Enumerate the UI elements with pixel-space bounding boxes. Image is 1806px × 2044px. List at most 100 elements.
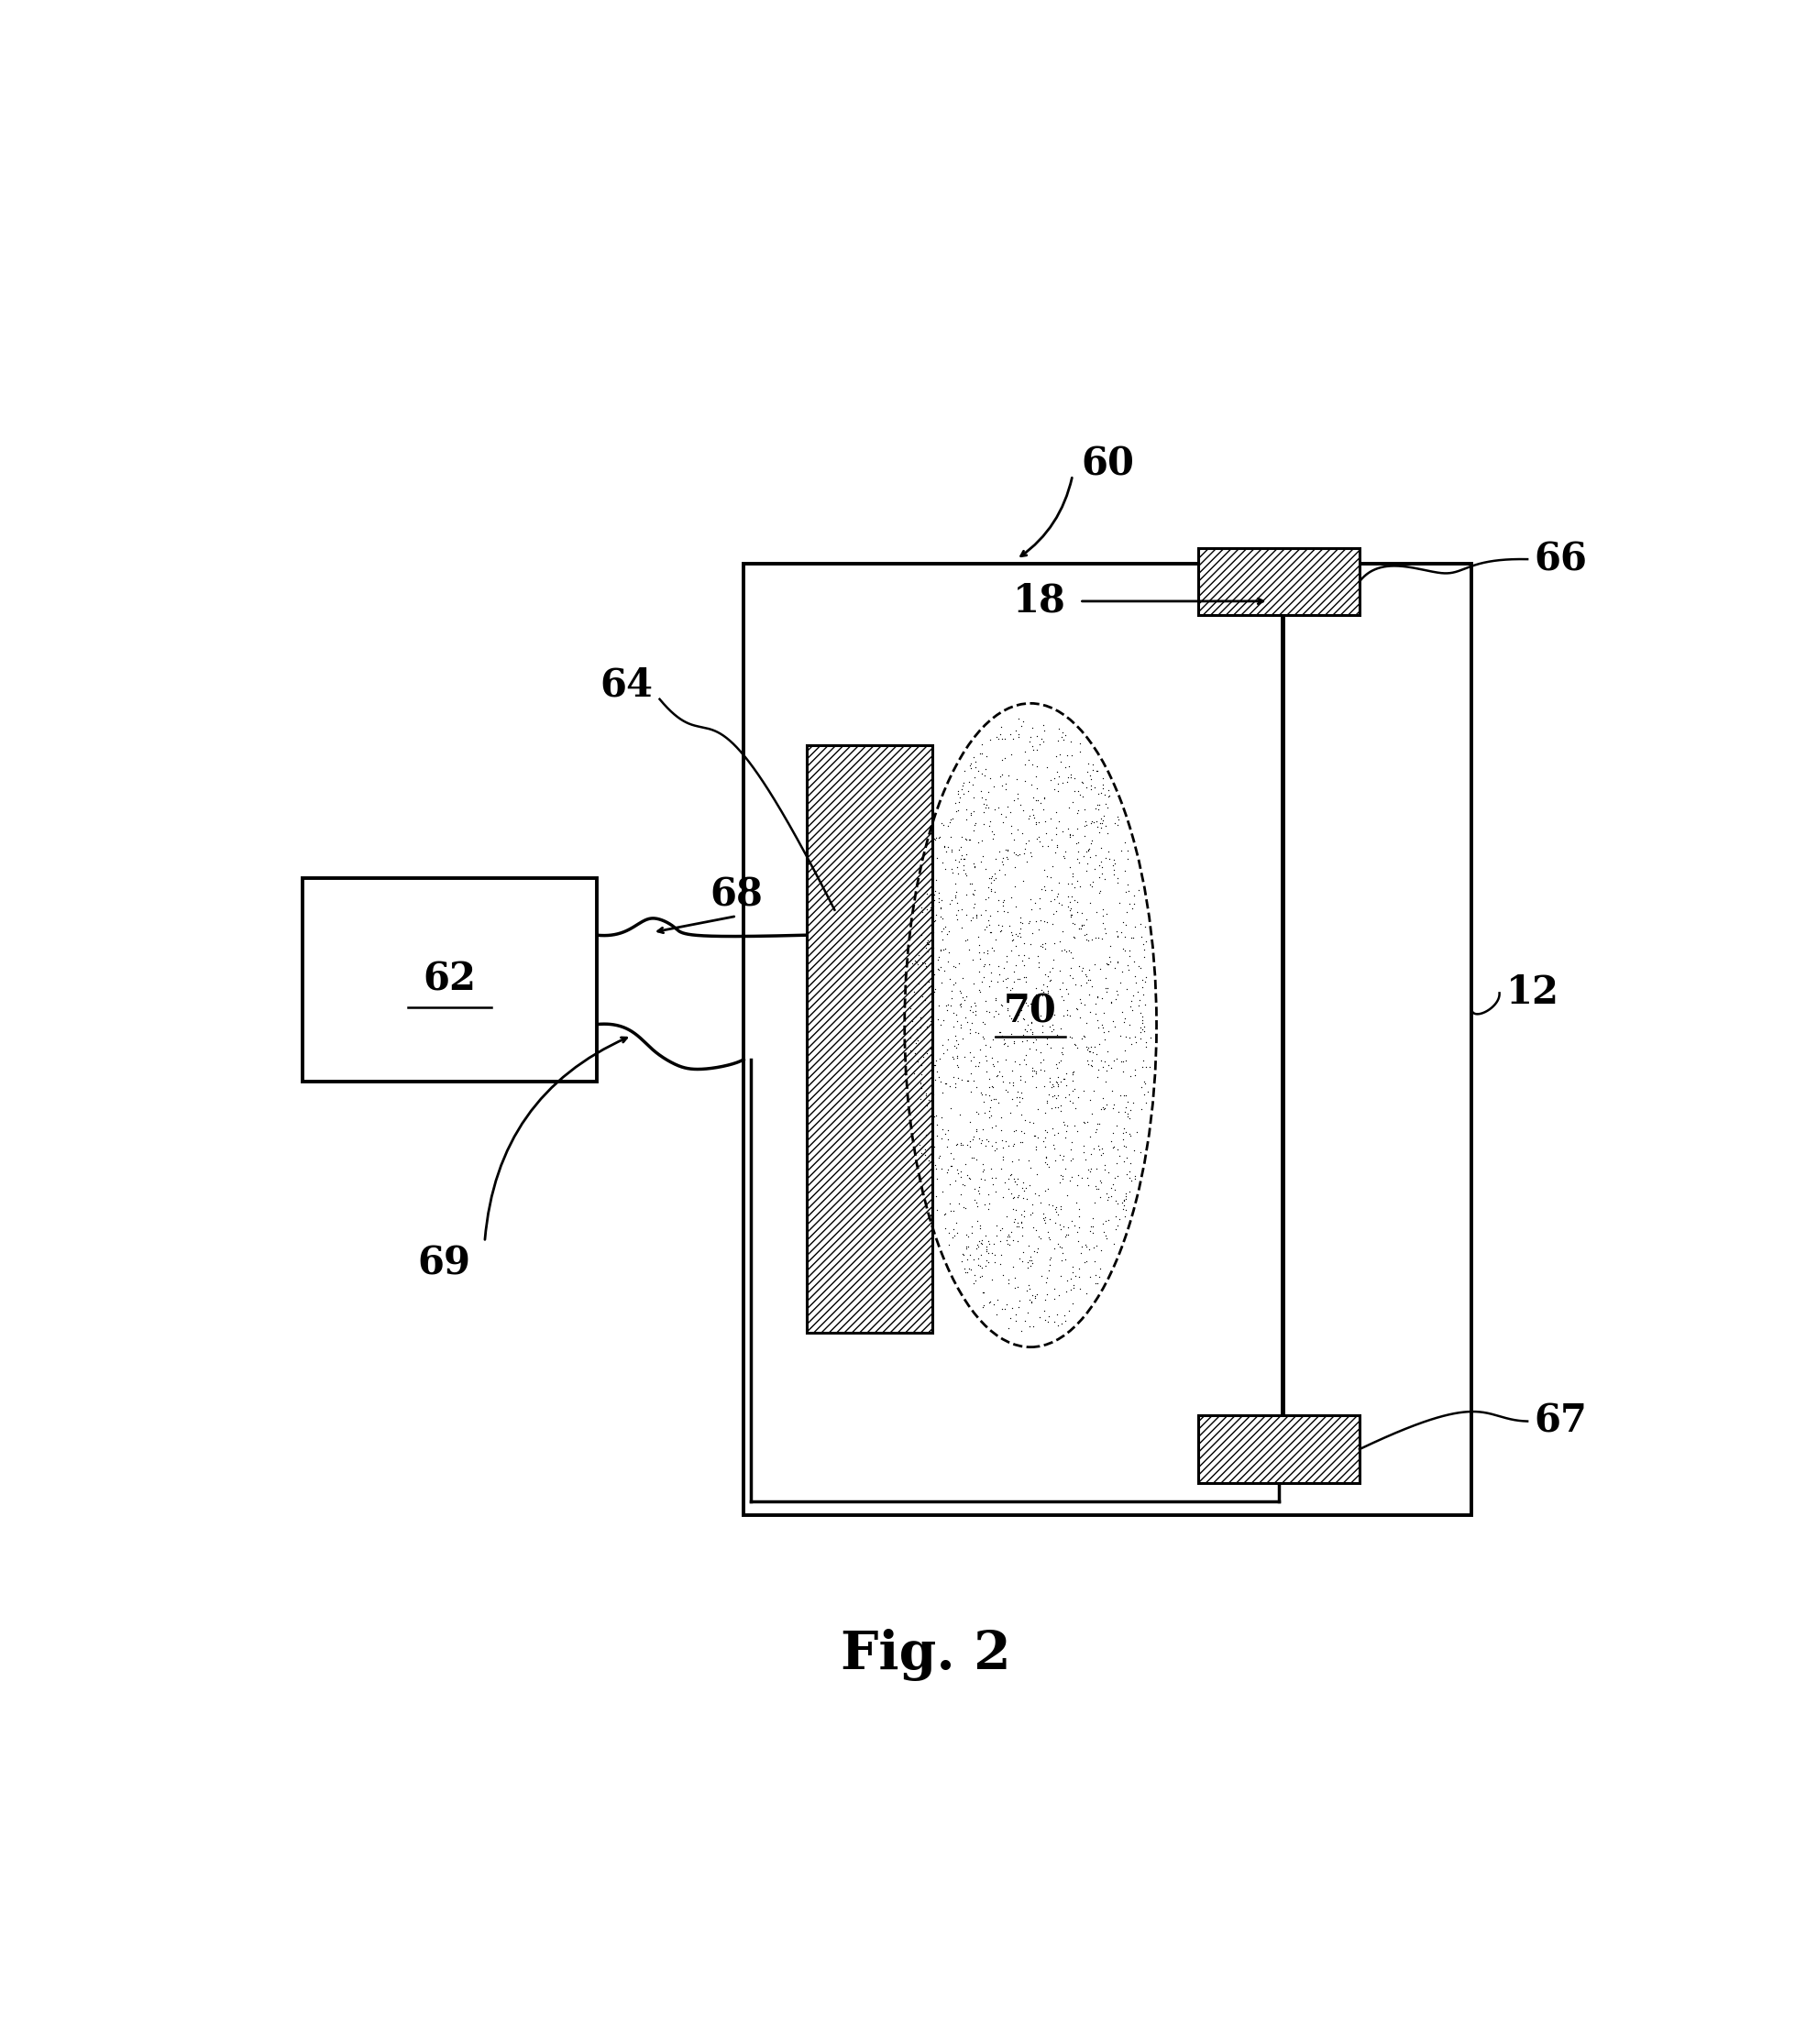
Point <box>1118 993 1147 1026</box>
Point <box>1029 905 1058 938</box>
Point <box>1001 918 1029 950</box>
Point <box>984 950 1013 983</box>
Point <box>990 1165 1019 1198</box>
Point <box>1020 905 1049 938</box>
Point <box>968 1020 997 1053</box>
Point <box>912 1089 941 1122</box>
Point <box>1038 1079 1067 1112</box>
Point <box>999 1224 1028 1257</box>
Point <box>943 858 972 891</box>
Point <box>1001 1165 1029 1198</box>
Point <box>952 858 981 891</box>
Point <box>988 722 1017 754</box>
Point <box>1084 1130 1112 1163</box>
Point <box>921 1149 950 1181</box>
Point <box>1078 824 1107 856</box>
Point <box>1057 1263 1085 1296</box>
Point <box>1028 1259 1057 1292</box>
Point <box>1031 1173 1060 1206</box>
Bar <box>807 746 932 1333</box>
Point <box>988 1141 1017 1173</box>
Point <box>1019 1280 1047 1312</box>
Point <box>1008 944 1037 977</box>
Point <box>966 1226 995 1259</box>
Point <box>1071 1020 1100 1053</box>
Point <box>1089 1208 1118 1241</box>
Point <box>972 893 1001 926</box>
Point <box>926 885 955 918</box>
Point <box>1082 1259 1111 1292</box>
Point <box>981 983 1010 1016</box>
Point <box>961 1173 990 1206</box>
Point <box>1057 726 1085 758</box>
Point <box>972 910 1001 942</box>
Point <box>899 948 928 981</box>
Point <box>1080 771 1109 803</box>
Point <box>1010 1116 1038 1149</box>
Point <box>1118 1087 1147 1120</box>
Point <box>1091 1153 1120 1186</box>
Point <box>1046 1044 1075 1077</box>
Point <box>1082 1116 1111 1149</box>
Point <box>926 1122 955 1155</box>
Point <box>1100 807 1129 840</box>
Point <box>1006 1114 1035 1147</box>
Point <box>972 1079 1001 1112</box>
Point <box>1080 1132 1109 1165</box>
Point <box>990 742 1019 775</box>
Point <box>1038 850 1067 883</box>
Point <box>1098 848 1127 881</box>
Point <box>977 863 1006 895</box>
Point <box>1002 1304 1031 1337</box>
Point <box>1004 997 1033 1030</box>
Point <box>988 889 1017 922</box>
Point <box>972 1233 1001 1265</box>
Point <box>1002 1163 1031 1196</box>
Point <box>1029 873 1058 905</box>
Point <box>993 1028 1022 1061</box>
Point <box>1022 734 1051 766</box>
Point <box>1013 1024 1042 1057</box>
Point <box>1060 1091 1089 1124</box>
Point <box>1109 1194 1138 1226</box>
Point <box>926 891 955 924</box>
Point <box>1055 818 1084 850</box>
Point <box>1022 1130 1051 1163</box>
Point <box>1127 1000 1156 1032</box>
Point <box>1103 977 1132 1010</box>
Point <box>1038 1188 1067 1220</box>
Point <box>952 803 981 836</box>
Point <box>1093 1055 1122 1087</box>
Point <box>975 1091 1004 1124</box>
Point <box>1033 1278 1062 1310</box>
Point <box>1094 781 1123 814</box>
Point <box>1028 930 1057 963</box>
Point <box>1094 836 1123 869</box>
Point <box>1047 1159 1076 1192</box>
Point <box>988 989 1017 1022</box>
Point <box>1046 1012 1075 1044</box>
Point <box>925 953 954 985</box>
Point <box>952 1218 981 1251</box>
Point <box>1058 820 1087 852</box>
Point <box>1011 961 1040 993</box>
Point <box>1111 1177 1140 1210</box>
Point <box>1075 1049 1103 1081</box>
Point <box>1064 826 1093 858</box>
Point <box>995 1000 1024 1032</box>
Point <box>955 824 984 856</box>
Point <box>1010 1004 1038 1036</box>
Point <box>979 1000 1008 1032</box>
Point <box>1060 969 1089 1002</box>
Point <box>1120 946 1149 979</box>
Point <box>1089 799 1118 832</box>
Point <box>1060 908 1089 940</box>
Text: 70: 70 <box>1004 991 1057 1030</box>
Point <box>948 1128 977 1161</box>
Point <box>1038 897 1067 930</box>
Point <box>919 879 948 912</box>
Point <box>952 838 981 871</box>
Point <box>1051 719 1080 752</box>
Point <box>1024 946 1053 979</box>
Point <box>1071 809 1100 842</box>
